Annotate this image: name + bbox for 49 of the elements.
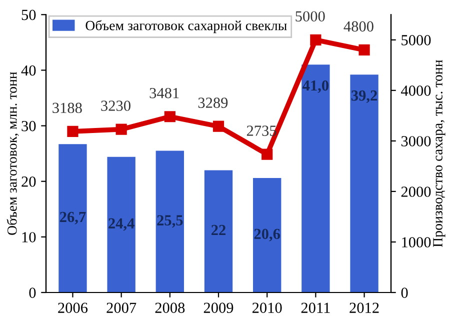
bar	[107, 156, 136, 292]
data-label: 26,7	[60, 212, 86, 224]
data-label: 3481	[150, 88, 179, 98]
bar	[156, 150, 184, 292]
y2-tick-label: 4000	[401, 86, 431, 96]
x-tick-label: 2008	[155, 302, 185, 313]
data-label: 3289	[198, 98, 228, 108]
point	[310, 34, 322, 46]
bar	[350, 74, 378, 292]
data-label: 22	[212, 224, 226, 236]
point	[116, 124, 127, 135]
point	[67, 126, 78, 137]
data-label: 39,2	[351, 90, 377, 103]
data-label: 5000	[296, 11, 325, 22]
data-label: 3188	[52, 102, 82, 114]
legend-label: Объем заготовок сахарной свеклы	[86, 20, 287, 34]
x-tick-label: 2009	[204, 302, 234, 313]
y2-tick-label: 3000	[401, 136, 431, 146]
point	[358, 44, 370, 56]
y2-tick-label: 2000	[401, 186, 431, 197]
data-label: 4800	[344, 21, 374, 32]
y2-tick-label: 5000	[402, 35, 431, 46]
bar	[204, 170, 233, 292]
bar	[58, 144, 87, 292]
y-tick-label: 30	[22, 120, 36, 132]
y-tick-label: 0	[29, 288, 36, 298]
point	[212, 120, 224, 132]
data-label: 20,6	[254, 228, 280, 242]
bar	[302, 64, 330, 292]
x-tick-label: 2006	[58, 302, 88, 313]
data-label: 3230	[101, 100, 130, 111]
x-tick-label: 2011	[301, 302, 330, 313]
data-label: 24,4	[108, 218, 134, 231]
y-tick-label: 20	[22, 176, 36, 187]
x-tick-label: 2012	[350, 302, 379, 313]
x-tick-label: 2007	[106, 302, 136, 313]
y-tick-label: 40	[21, 65, 36, 76]
bar	[253, 178, 282, 292]
point	[164, 111, 176, 122]
point	[262, 148, 273, 160]
y-tick-label: 10	[22, 232, 36, 242]
x-tick-label: 2010	[252, 302, 282, 313]
data-label: 25,5	[157, 215, 183, 228]
y2-tick-label: 0	[401, 288, 408, 298]
y-axis-title: Объем заготовок, млн. тонн	[6, 72, 19, 235]
y-tick-label: 50	[22, 10, 36, 20]
data-label: 41,0	[302, 80, 328, 93]
y2-tick-label: 1000	[402, 237, 431, 248]
y2-axis-title: Производство сахара, тыс. тонн	[433, 60, 446, 248]
